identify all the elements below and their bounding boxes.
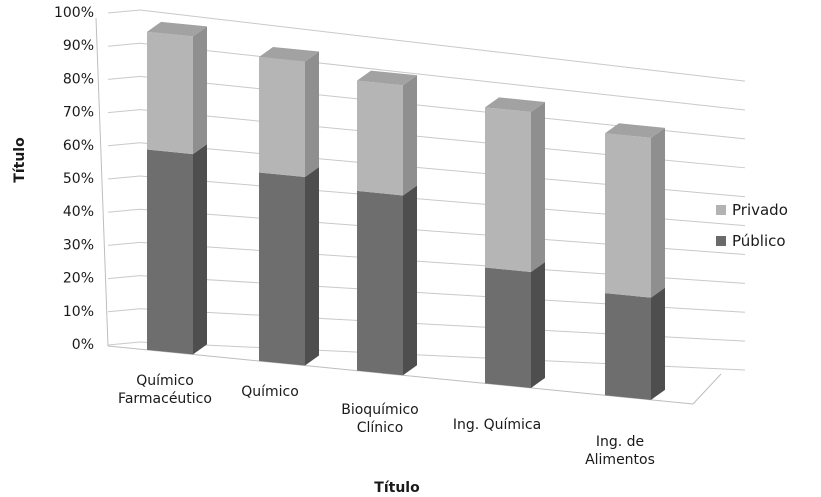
bar-publico-3 — [485, 267, 531, 388]
y-tick-label: 30% — [63, 237, 94, 253]
bar-publico-1 — [259, 172, 305, 366]
bar-privado-side-3 — [531, 101, 545, 273]
gridline-depth — [107, 308, 141, 313]
x-category-label: Alimentos — [585, 452, 655, 468]
y-tick-label: 80% — [63, 71, 94, 87]
legend-label: Privado — [732, 201, 788, 219]
gridline-depth — [107, 9, 141, 14]
bar-privado-1 — [259, 56, 305, 178]
bar-publico-side-0 — [193, 144, 207, 355]
bar-privado-side-1 — [305, 51, 319, 178]
bar-top-0 — [147, 21, 207, 37]
y-axis-ticks: 0% 10% 20% 30% 40% 50% 60% 70% 80% 90% 100% — [54, 5, 94, 353]
bar-publico-side-3 — [531, 262, 545, 388]
y-tick-label: 10% — [63, 304, 94, 320]
floor-right-edge — [692, 373, 722, 405]
bar-privado-4 — [605, 133, 651, 298]
y-tick-label: 100% — [54, 5, 94, 21]
gridline-depth — [107, 75, 141, 80]
gridline-depth — [107, 142, 141, 147]
y-axis-title: Título — [12, 137, 28, 183]
gridline-depth — [107, 208, 141, 213]
bar-publico-side-4 — [651, 287, 665, 400]
bar-publico-side-1 — [305, 167, 319, 366]
y-tick-label: 90% — [63, 38, 94, 54]
gridline-depth — [107, 341, 141, 346]
x-axis-title: Título — [374, 480, 420, 496]
gridline-depth — [107, 109, 141, 114]
x-category-label: Químico — [136, 373, 194, 389]
x-category-label: Ing. Química — [453, 417, 541, 433]
y-tick-label: 20% — [63, 271, 94, 287]
bars — [147, 21, 665, 400]
gridline — [139, 42, 746, 111]
bar-top-2 — [357, 70, 417, 86]
y-tick-label: 0% — [72, 337, 94, 353]
gridline-depth — [107, 175, 141, 180]
bar-privado-side-0 — [193, 26, 207, 155]
floor-edge — [107, 345, 694, 405]
legend-swatch-privado — [716, 205, 726, 215]
left-wall-edge — [95, 17, 109, 347]
bar-privado-0 — [147, 31, 193, 155]
gridline-depth — [107, 42, 141, 47]
bar-publico-0 — [147, 149, 193, 355]
bar-privado-side-4 — [651, 127, 665, 298]
chart-walls — [95, 17, 722, 405]
x-category-label: Farmacéutico — [118, 391, 212, 407]
bar-publico-2 — [357, 190, 403, 376]
x-category-label: Químico — [241, 384, 299, 400]
legend: Privado Público — [716, 201, 788, 250]
bar-publico-side-2 — [403, 185, 417, 376]
bar-publico-4 — [605, 293, 651, 400]
x-axis-categories: Químico Farmacéutico Químico Bioquímico Clín… — [118, 373, 655, 468]
bar-top-4 — [605, 123, 665, 138]
x-category-label: Clínico — [357, 420, 404, 436]
bar-top-3 — [485, 97, 545, 112]
legend-swatch-público — [716, 236, 726, 246]
y-tick-label: 70% — [63, 105, 94, 121]
bar-privado-3 — [485, 107, 531, 273]
gridline-depth — [107, 275, 141, 280]
x-category-label: Bioquímico — [341, 402, 419, 418]
y-tick-label: 40% — [63, 204, 94, 220]
bar-privado-side-2 — [403, 75, 417, 196]
y-tick-label: 60% — [63, 138, 94, 154]
gridline — [139, 9, 746, 82]
x-category-label: Ing. de — [596, 434, 644, 450]
bar-privado-2 — [357, 80, 403, 196]
gridline-depth — [107, 241, 141, 246]
bar-top-1 — [259, 46, 319, 62]
legend-label: Público — [732, 232, 786, 250]
y-tick-label: 50% — [63, 171, 94, 187]
